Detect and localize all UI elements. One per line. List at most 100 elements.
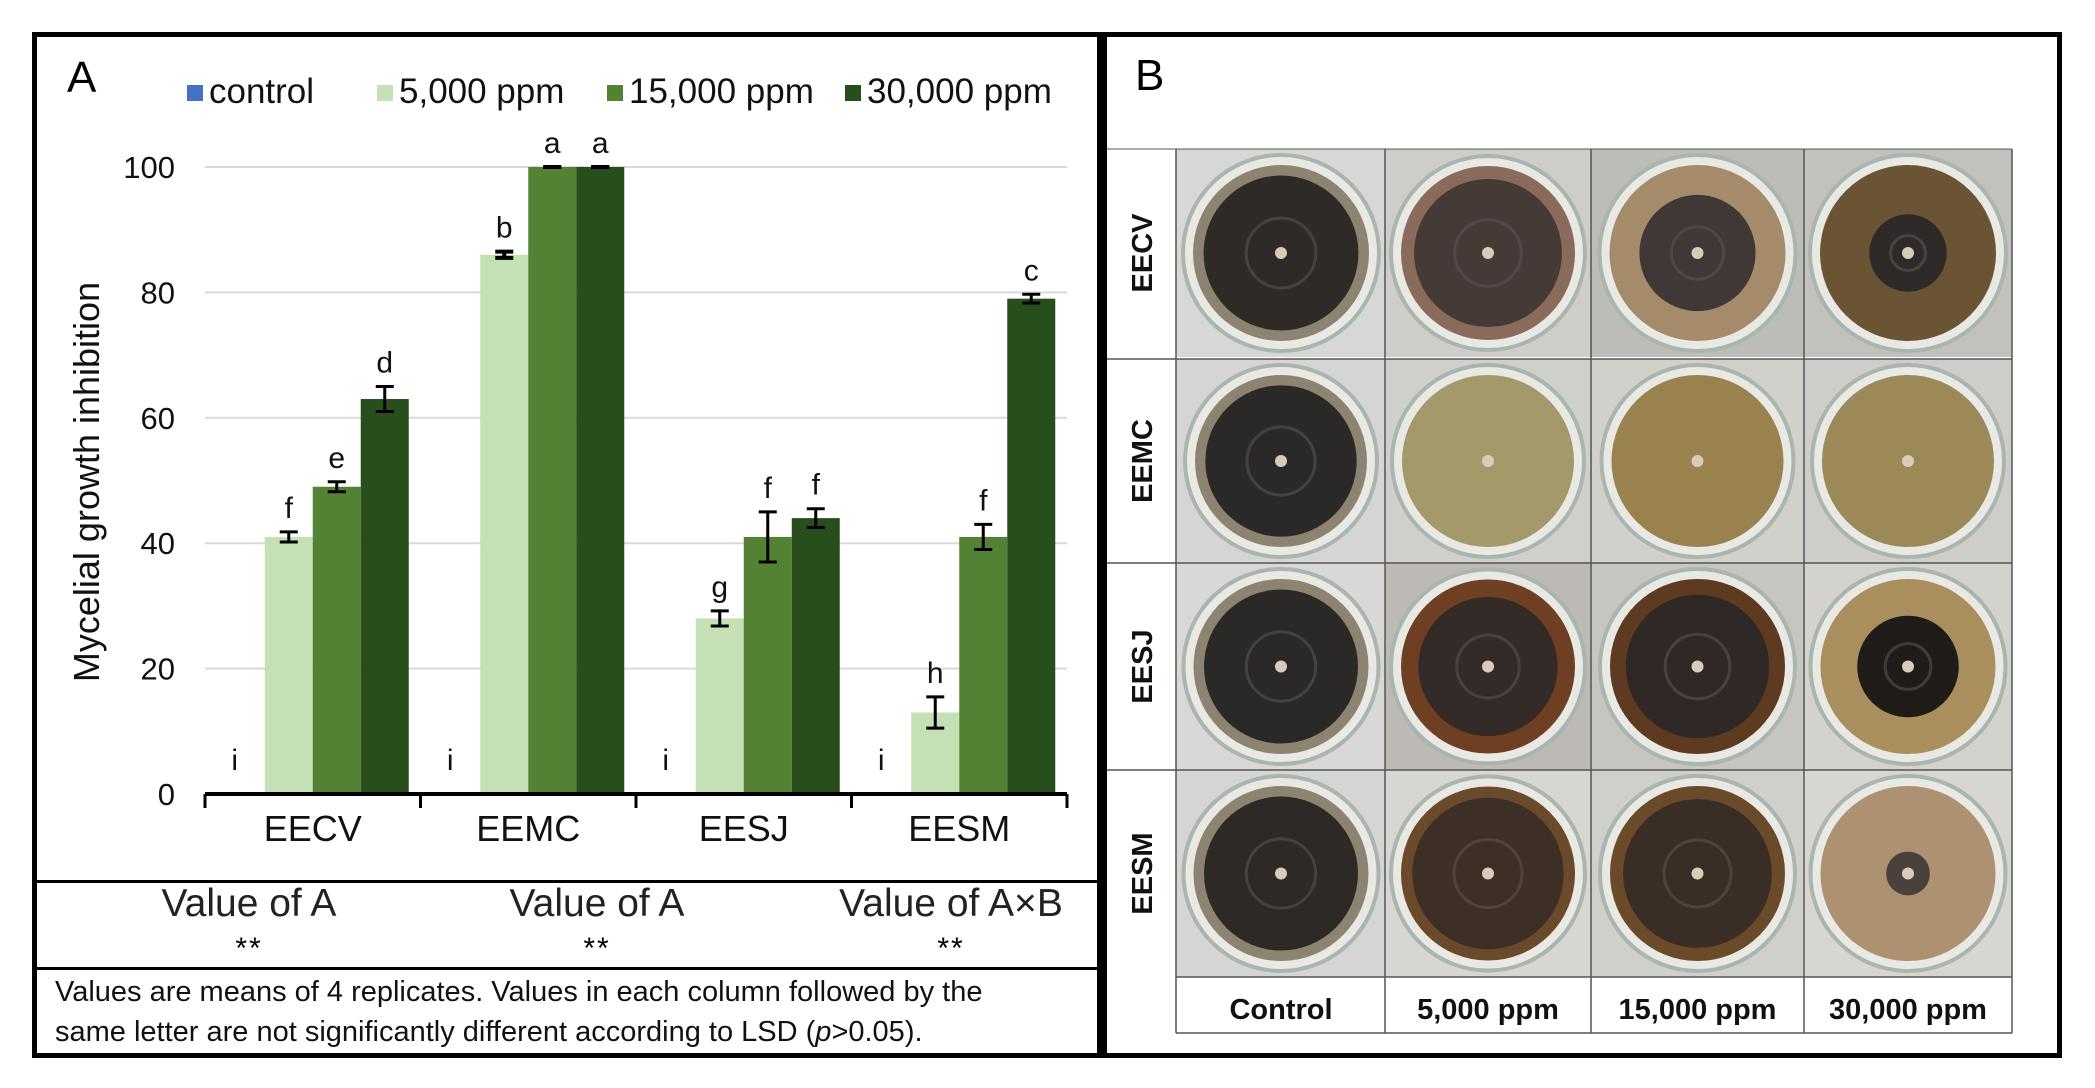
x-tick-label-EESJ: EESJ <box>699 808 789 849</box>
divider-stats <box>37 880 1097 883</box>
panel-a-letter: A <box>67 53 97 102</box>
colony-ring <box>1452 837 1524 910</box>
bar-EESJ-3 <box>791 518 840 794</box>
panel-b-letter: B <box>1135 51 1165 100</box>
significance-letter: a <box>544 127 561 160</box>
dish-photo-EESM-3 <box>1804 770 2012 977</box>
legend-label-2: 15,000 ppm <box>629 72 814 111</box>
dish-photo-EESM-1 <box>1385 770 1591 977</box>
inoculum-plug <box>1691 247 1704 259</box>
legend-swatch-2 <box>607 85 623 101</box>
significance-letter: b <box>496 212 513 245</box>
significance-letter: i <box>447 744 454 777</box>
stat-1-significance: ** <box>235 932 263 965</box>
colony-ring <box>1245 425 1317 497</box>
legend-swatch-0 <box>187 85 203 101</box>
bar-EEMC-3 <box>576 167 625 794</box>
colony-ring <box>1663 632 1732 701</box>
row-label-EESM: EESM <box>1127 832 1159 914</box>
bar-EESJ-1 <box>695 618 744 794</box>
stat-2: Value of A ** <box>447 882 747 964</box>
inoculum-plug <box>1482 247 1494 259</box>
inoculum-plug <box>1691 455 1704 467</box>
stat-3-significance: ** <box>937 932 965 965</box>
stat-2-significance: ** <box>583 932 611 965</box>
column-label-1: 5,000 ppm <box>1417 994 1559 1026</box>
significance-letter: g <box>711 571 728 604</box>
panel-a: control 5,000 ppm 15,000 ppm 30,000 ppm 0 20 4… <box>32 32 1102 1058</box>
row-label-EESJ: EESJ <box>1127 629 1159 703</box>
stat-3: Value of A×B ** <box>801 882 1101 964</box>
significance-letter: f <box>285 492 294 525</box>
colony-ring <box>1883 642 1933 691</box>
significance-letter: i <box>231 744 238 777</box>
colony-ring <box>1662 838 1733 909</box>
bar-EESM-2 <box>959 536 1008 794</box>
inoculum-plug <box>1482 455 1494 467</box>
x-tick-label-EECV: EECV <box>264 808 362 849</box>
dish-photo-EESJ-2 <box>1591 563 1804 770</box>
dish-photo-EECV-2 <box>1591 149 1804 357</box>
bar-EECV-1 <box>264 536 313 794</box>
dish-photo-EESJ-0 <box>1176 563 1386 770</box>
inoculum-plug <box>1275 867 1287 880</box>
row-label-EEMC: EEMC <box>1127 419 1159 503</box>
legend-label-3: 30,000 ppm <box>867 72 1052 111</box>
significance-letter: d <box>376 346 393 379</box>
y-tick-label: 40 <box>141 526 175 561</box>
x-tick-label-EESM: EESM <box>908 808 1010 849</box>
y-tick-label: 0 <box>158 777 175 812</box>
y-tick-label: 60 <box>141 401 175 436</box>
inoculum-plug <box>1902 867 1914 880</box>
dish-photo-EEMC-2 <box>1591 359 1804 563</box>
bar-chart: control 5,000 ppm 15,000 ppm 30,000 ppm 0 20 4… <box>66 72 1069 849</box>
column-label-0: Control <box>1229 994 1332 1026</box>
dish-photo-EEMC-1 <box>1385 359 1591 563</box>
colony-ring <box>1453 218 1523 288</box>
panel-b: B EECV EEMC EESJ EESM Control 5,000 ppm 15,000… <box>1102 32 2062 1058</box>
colony-ring <box>1244 630 1318 703</box>
bar-EESJ-2 <box>743 536 792 794</box>
legend-swatch-1 <box>377 85 393 101</box>
significance-letter: a <box>592 127 609 160</box>
stat-3-label: Value of A×B <box>839 882 1063 925</box>
significance-letter: f <box>979 484 988 517</box>
footnote-line-2-pre: same letter are not significantly differ… <box>55 1016 816 1048</box>
inoculum-plug <box>1275 455 1287 467</box>
stat-2-label: Value of A <box>509 882 685 925</box>
stats-row: Value of A ** Value of A ** Value of A×B… <box>37 882 1097 997</box>
footnote: Values are means of 4 replicates. Values… <box>55 972 1085 1052</box>
y-axis-label: Mycelial growth inhibition <box>66 282 107 682</box>
inoculum-plug <box>1902 247 1914 259</box>
bar-EESM-3 <box>1007 298 1056 794</box>
column-label-2: 15,000 ppm <box>1619 994 1777 1026</box>
colony-ring <box>1455 633 1521 700</box>
y-tick-label: 80 <box>141 275 175 310</box>
inoculum-plug <box>1691 660 1704 673</box>
colony-ring <box>1244 216 1318 290</box>
dish-photo-EESJ-3 <box>1804 563 2012 770</box>
colony-ring <box>1889 234 1927 272</box>
colony-ring <box>1669 225 1726 281</box>
inoculum-plug <box>1482 660 1494 673</box>
bar-EECV-3 <box>360 398 409 794</box>
legend-swatch-3 <box>845 85 861 101</box>
significance-letter: f <box>764 472 773 505</box>
row-label-EECV: EECV <box>1127 213 1159 293</box>
y-tick-label: 20 <box>141 652 175 687</box>
bar-EEMC-1 <box>480 254 529 794</box>
inoculum-plug <box>1275 247 1287 259</box>
footnote-p-symbol: p <box>815 1016 832 1048</box>
significance-letter: i <box>878 744 885 777</box>
inoculum-plug <box>1482 867 1494 880</box>
footnote-line-2-post: >0.05). <box>831 1016 923 1048</box>
petri-dish-grid: EECV EEMC EESJ EESM Control 5,000 ppm 15,000 p… <box>1107 148 2013 1034</box>
inoculum-plug <box>1902 660 1914 673</box>
x-tick-label-EEMC: EEMC <box>476 808 580 849</box>
significance-letter: c <box>1024 254 1039 287</box>
footnote-line-2: same letter are not significantly differ… <box>55 1012 1085 1052</box>
dish-photo-EESJ-1 <box>1385 563 1591 770</box>
inoculum-plug <box>1275 660 1287 673</box>
legend-label-0: control <box>209 72 314 111</box>
column-label-3: 30,000 ppm <box>1829 994 1987 1026</box>
